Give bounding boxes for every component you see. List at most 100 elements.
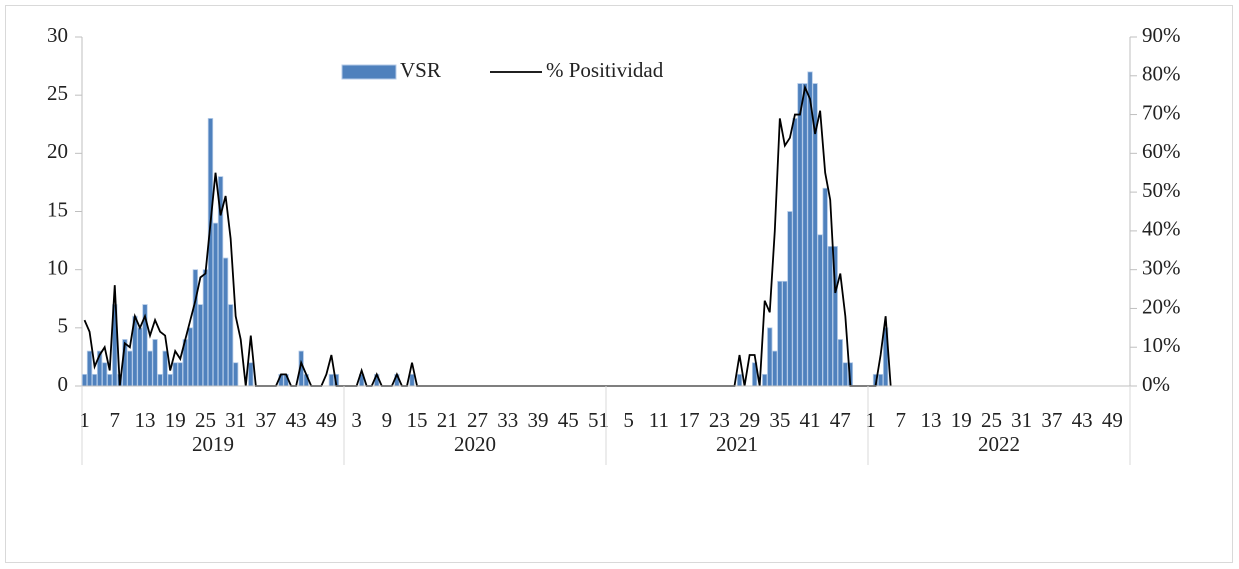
x-tick-label: 25 xyxy=(981,408,1002,432)
bar xyxy=(152,339,158,387)
y2-tick-label: 60% xyxy=(1142,139,1181,163)
x-tick-label: 31 xyxy=(225,408,246,432)
y-tick-label: 5 xyxy=(58,314,69,338)
bar xyxy=(137,327,143,387)
x-tick-label: 39 xyxy=(527,408,548,432)
y2-tick-label: 90% xyxy=(1142,23,1181,47)
y-tick-label: 30 xyxy=(47,23,68,47)
x-tick-label: 1 xyxy=(865,408,876,432)
bar xyxy=(197,304,204,387)
bar xyxy=(787,211,793,387)
group-label: 2022 xyxy=(978,432,1020,456)
legend-label: VSR xyxy=(400,58,441,82)
x-tick-label: 15 xyxy=(407,408,428,432)
bar xyxy=(802,83,808,387)
x-tick-label: 13 xyxy=(920,408,941,432)
x-tick-label: 19 xyxy=(165,408,186,432)
x-tick-label: 7 xyxy=(896,408,907,432)
y2-tick-label: 0% xyxy=(1142,372,1170,396)
x-tick-label: 5 xyxy=(623,408,634,432)
x-tick-label: 31 xyxy=(1011,408,1032,432)
group-label: 2021 xyxy=(716,432,758,456)
bar xyxy=(167,373,173,387)
bar xyxy=(233,362,239,387)
bar xyxy=(127,350,133,387)
bar xyxy=(827,245,833,387)
bar xyxy=(91,373,98,387)
x-tick-label: 41 xyxy=(800,408,821,432)
y-tick-label: 25 xyxy=(47,81,68,105)
bar xyxy=(762,373,768,387)
bar xyxy=(837,339,843,387)
y2-tick-label: 10% xyxy=(1142,333,1181,357)
x-tick-label: 37 xyxy=(255,408,276,432)
y2-tick-label: 50% xyxy=(1142,178,1181,202)
group-label: 2019 xyxy=(192,432,234,456)
x-tick-label: 11 xyxy=(649,408,669,432)
bar xyxy=(782,280,788,387)
x-tick-label: 49 xyxy=(316,408,337,432)
bar xyxy=(147,350,153,387)
x-tick-label: 3 xyxy=(351,408,362,432)
x-tick-label: 27 xyxy=(467,408,488,432)
x-tick-label: 23 xyxy=(709,408,730,432)
bar xyxy=(772,350,778,387)
bar xyxy=(248,362,254,387)
y-tick-label: 0 xyxy=(58,372,69,396)
group-label: 2020 xyxy=(454,432,496,456)
bar xyxy=(227,304,234,387)
x-tick-label: 43 xyxy=(286,408,307,432)
x-tick-label: 37 xyxy=(1041,408,1062,432)
bar xyxy=(328,373,335,387)
bar xyxy=(222,257,229,387)
bar xyxy=(162,350,168,387)
x-tick-label: 1 xyxy=(79,408,90,432)
bar xyxy=(767,327,773,387)
bar xyxy=(212,222,219,387)
x-tick-label: 49 xyxy=(1102,408,1123,432)
bar xyxy=(817,234,823,387)
y-tick-label: 20 xyxy=(47,139,68,163)
legend-label: % Positividad xyxy=(546,58,664,82)
bar xyxy=(192,269,199,387)
y2-tick-label: 20% xyxy=(1142,294,1181,318)
bar xyxy=(86,350,93,387)
x-tick-label: 17 xyxy=(679,408,700,432)
x-tick-label: 13 xyxy=(134,408,155,432)
bar xyxy=(807,71,813,387)
x-tick-label: 45 xyxy=(558,408,579,432)
bar xyxy=(172,362,178,387)
x-tick-label: 19 xyxy=(951,408,972,432)
bar xyxy=(777,280,783,387)
x-tick-label: 7 xyxy=(110,408,121,432)
y-tick-label: 10 xyxy=(47,255,68,279)
bar xyxy=(409,373,415,387)
bar xyxy=(107,373,113,387)
x-tick-label: 35 xyxy=(769,408,790,432)
x-tick-label: 43 xyxy=(1072,408,1093,432)
x-tick-label: 9 xyxy=(382,408,393,432)
x-tick-label: 33 xyxy=(497,408,518,432)
x-tick-label: 29 xyxy=(739,408,760,432)
x-tick-label: 21 xyxy=(437,408,458,432)
bar xyxy=(102,362,108,387)
bar xyxy=(177,362,183,387)
y2-tick-label: 30% xyxy=(1142,255,1181,279)
bar xyxy=(207,118,214,387)
x-tick-label: 25 xyxy=(195,408,216,432)
y2-tick-label: 40% xyxy=(1142,217,1181,241)
bar xyxy=(877,373,884,387)
chart-frame xyxy=(5,5,1233,563)
bar xyxy=(202,269,209,387)
x-tick-label: 47 xyxy=(830,408,851,432)
legend-swatch xyxy=(341,64,397,80)
bar xyxy=(792,118,798,387)
y2-tick-label: 70% xyxy=(1142,100,1181,124)
bar xyxy=(842,362,848,387)
bar xyxy=(81,373,88,387)
bar xyxy=(822,187,828,387)
y-tick-label: 15 xyxy=(47,197,68,221)
bar xyxy=(736,373,743,387)
bar xyxy=(797,83,803,387)
